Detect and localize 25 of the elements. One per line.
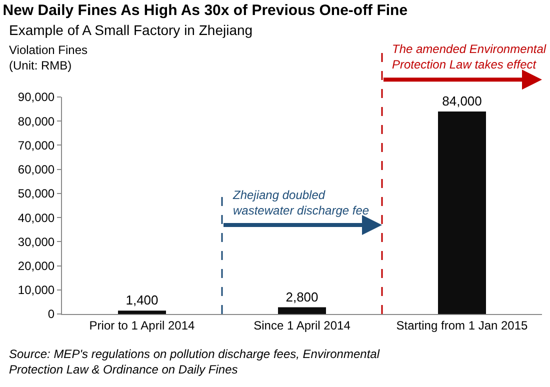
- data-label: 1,400: [126, 292, 158, 308]
- y-tick-label: 90,000: [18, 90, 55, 104]
- y-tick-label: 50,000: [18, 186, 55, 201]
- y-tick-label: 60,000: [18, 162, 55, 177]
- data-label: 84,000: [442, 93, 482, 108]
- bar: [438, 111, 486, 314]
- y-tick-label: 30,000: [18, 234, 55, 249]
- chart-subtitle: Example of A Small Factory in Zhejiang: [9, 22, 253, 38]
- data-label: 2,800: [286, 289, 318, 304]
- bar: [278, 307, 326, 314]
- y-axis-title: Violation Fines (Unit: RMB): [9, 43, 88, 73]
- y-tick-label: 80,000: [18, 114, 55, 128]
- y-tick-label: 20,000: [18, 258, 55, 273]
- chart-title: New Daily Fines As High As 30x of Previous One-off Fine: [2, 2, 408, 19]
- bar: [118, 310, 166, 314]
- x-tick-label: Prior to 1 April 2014: [89, 318, 196, 332]
- source-note: Source: MEP's regulations on pollution discharge fees, Environmental Protection Law & Ordinance on Daily Fines: [9, 347, 380, 377]
- y-tick-label: 0: [48, 307, 55, 322]
- x-tick-label: Since 1 April 2014: [254, 318, 351, 332]
- x-tick-label: Starting from 1 Jan 2015: [396, 318, 528, 332]
- ref-line-label: Zhejiang doubled wastewater discharge fee: [232, 188, 370, 218]
- ref-line-label: The amended Environmental Protection Law takes effect: [392, 42, 546, 72]
- y-tick-label: 40,000: [18, 210, 55, 225]
- y-tick-label: 70,000: [18, 138, 55, 152]
- y-tick-label: 10,000: [18, 283, 55, 298]
